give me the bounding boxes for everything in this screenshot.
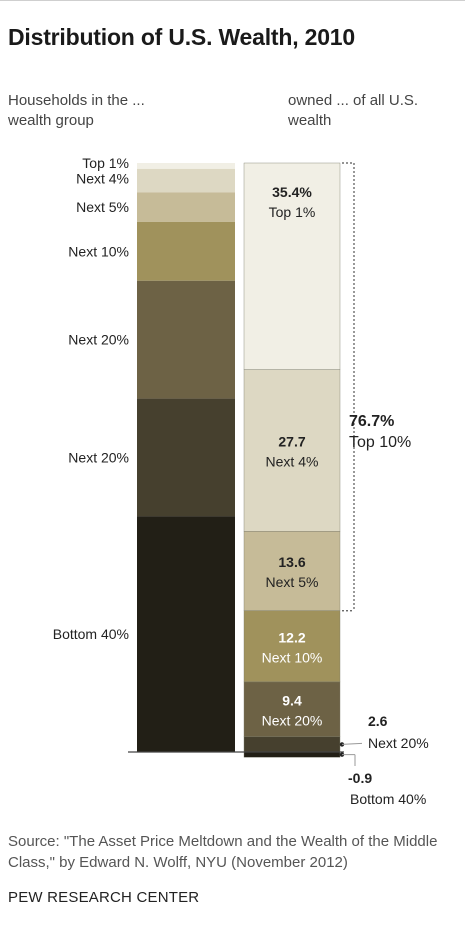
wealth-value-label: -0.9 <box>348 770 372 786</box>
wealth-bar-segment <box>243 531 341 611</box>
wealth-header: owned ... of all U.S. wealth <box>288 92 419 129</box>
household-group-label: Next 20% <box>68 332 129 348</box>
wealth-group-label: Next 5% <box>266 574 319 590</box>
wealth-group-label: Top 1% <box>269 204 316 220</box>
callout-line <box>341 742 363 745</box>
household-group-label: Bottom 40% <box>53 626 129 642</box>
wealth-value-label: 27.7 <box>278 433 305 449</box>
wealth-group-label: Next 20% <box>262 712 323 728</box>
wealth-value-label: 2.6 <box>368 713 388 729</box>
household-bar-segment <box>137 163 235 169</box>
household-bar-segment <box>137 168 235 193</box>
chart-title: Distribution of U.S. Wealth, 2010 <box>8 24 355 50</box>
household-bar-segment <box>137 516 235 752</box>
wealth-bar-segment <box>243 751 341 758</box>
wealth-bar-segment <box>243 736 341 753</box>
top-rule <box>0 0 465 1</box>
household-group-label: Next 5% <box>76 199 129 215</box>
household-bar-segment <box>137 192 235 222</box>
bracket-value-label: 76.7% <box>349 413 394 430</box>
wealth-bar-segment <box>243 681 341 738</box>
wealth-group-label: Next 10% <box>262 649 323 665</box>
household-bar-segment <box>137 398 235 517</box>
wealth-group-label: Next 20% <box>368 735 429 751</box>
household-bar-segment <box>137 280 235 399</box>
household-group-label: Next 20% <box>68 450 129 466</box>
wealth-value-label: 12.2 <box>278 629 305 645</box>
wealth-group-label: Next 4% <box>266 453 319 469</box>
wealth-value-label: 35.4% <box>272 184 312 200</box>
household-group-label: Next 4% <box>76 171 129 187</box>
wealth-bar-segment <box>243 162 341 370</box>
wealth-group-label: Bottom 40% <box>350 791 426 807</box>
source-note: Source: "The Asset Price Meltdown and th… <box>8 833 438 871</box>
households-header: Households in the ... wealth group <box>8 92 145 129</box>
wealth-bar-segment <box>243 610 341 683</box>
household-group-label: Next 10% <box>68 243 129 259</box>
wealth-value-label: 13.6 <box>278 554 305 570</box>
bracket-group-label: Top 10% <box>349 434 411 451</box>
wealth-bar-segment <box>243 369 341 532</box>
organization-name: PEW RESEARCH CENTER <box>8 889 200 906</box>
wealth-value-label: 9.4 <box>282 692 302 708</box>
household-bar-segment <box>137 221 235 281</box>
household-group-label: Top 1% <box>82 155 129 171</box>
